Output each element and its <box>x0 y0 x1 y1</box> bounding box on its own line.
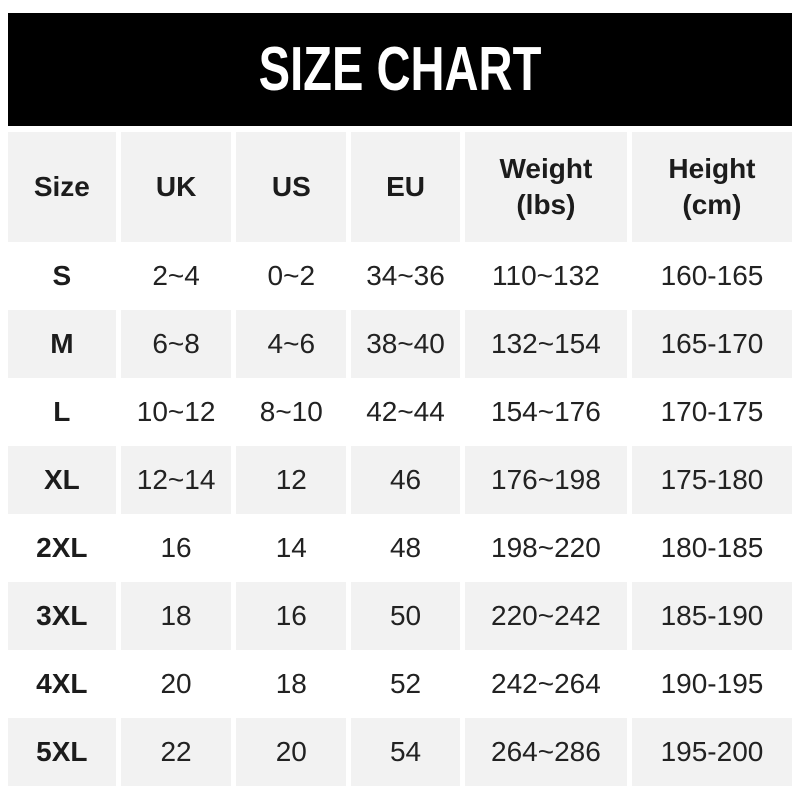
cell-eu: 38~40 <box>351 310 460 378</box>
cell-eu: 50 <box>351 582 460 650</box>
size-chart-banner: SIZE CHART <box>8 13 792 126</box>
cell-size: S <box>8 242 116 310</box>
table-row-3xl: 3XL 18 16 50 220~242 185-190 <box>8 582 792 650</box>
cell-size: 3XL <box>8 582 116 650</box>
cell-height: 185-190 <box>631 582 792 650</box>
cell-weight: 110~132 <box>464 242 627 310</box>
cell-eu: 42~44 <box>351 378 460 446</box>
cell-us: 18 <box>236 650 347 718</box>
cell-eu: 34~36 <box>351 242 460 310</box>
header-label: Height <box>668 153 756 184</box>
cell-height: 190-195 <box>631 650 792 718</box>
table-header-row: Size UK US EU Weight (lbs) Height (cm) <box>8 132 792 242</box>
header-label: UK <box>155 171 197 202</box>
cell-size: L <box>8 378 116 446</box>
cell-weight: 264~286 <box>464 718 627 786</box>
cell-uk: 20 <box>120 650 232 718</box>
header-sublabel: (lbs) <box>516 189 576 220</box>
header-label: Weight <box>499 153 593 184</box>
table-row-m: M 6~8 4~6 38~40 132~154 165-170 <box>8 310 792 378</box>
cell-size: 2XL <box>8 514 116 582</box>
cell-uk: 6~8 <box>120 310 232 378</box>
cell-height: 195-200 <box>631 718 792 786</box>
table-row-xl: XL 12~14 12 46 176~198 175-180 <box>8 446 792 514</box>
table-row-2xl: 2XL 16 14 48 198~220 180-185 <box>8 514 792 582</box>
cell-us: 4~6 <box>236 310 347 378</box>
header-label: EU <box>386 171 425 202</box>
table-row-4xl: 4XL 20 18 52 242~264 190-195 <box>8 650 792 718</box>
table-row-5xl: 5XL 22 20 54 264~286 195-200 <box>8 718 792 786</box>
header-cell-eu: EU <box>351 132 460 242</box>
size-table: Size UK US EU Weight (lbs) Height (cm) S 2… <box>8 132 792 786</box>
cell-height: 175-180 <box>631 446 792 514</box>
cell-weight: 132~154 <box>464 310 627 378</box>
cell-height: 165-170 <box>631 310 792 378</box>
cell-us: 12 <box>236 446 347 514</box>
cell-eu: 46 <box>351 446 460 514</box>
cell-size: 5XL <box>8 718 116 786</box>
table-row-s: S 2~4 0~2 34~36 110~132 160-165 <box>8 242 792 310</box>
table-row-l: L 10~12 8~10 42~44 154~176 170-175 <box>8 378 792 446</box>
header-label: US <box>271 171 311 202</box>
cell-us: 16 <box>236 582 347 650</box>
header-cell-size: Size <box>8 132 116 242</box>
cell-size: M <box>8 310 116 378</box>
cell-us: 20 <box>236 718 347 786</box>
cell-weight: 220~242 <box>464 582 627 650</box>
cell-weight: 242~264 <box>464 650 627 718</box>
cell-uk: 18 <box>120 582 232 650</box>
cell-height: 180-185 <box>631 514 792 582</box>
cell-height: 160-165 <box>631 242 792 310</box>
cell-weight: 154~176 <box>464 378 627 446</box>
cell-us: 14 <box>236 514 347 582</box>
header-sublabel: (cm) <box>682 189 742 220</box>
cell-eu: 48 <box>351 514 460 582</box>
header-label: Size <box>33 171 90 202</box>
cell-eu: 54 <box>351 718 460 786</box>
cell-size: XL <box>8 446 116 514</box>
banner-title: SIZE CHART <box>258 35 542 104</box>
cell-uk: 12~14 <box>120 446 232 514</box>
cell-weight: 198~220 <box>464 514 627 582</box>
header-cell-height: Height (cm) <box>631 132 792 242</box>
header-cell-weight: Weight (lbs) <box>464 132 627 242</box>
cell-us: 8~10 <box>236 378 347 446</box>
cell-weight: 176~198 <box>464 446 627 514</box>
cell-height: 170-175 <box>631 378 792 446</box>
header-cell-uk: UK <box>120 132 232 242</box>
header-cell-us: US <box>236 132 347 242</box>
cell-uk: 16 <box>120 514 232 582</box>
cell-uk: 10~12 <box>120 378 232 446</box>
cell-eu: 52 <box>351 650 460 718</box>
cell-size: 4XL <box>8 650 116 718</box>
cell-uk: 2~4 <box>120 242 232 310</box>
cell-uk: 22 <box>120 718 232 786</box>
cell-us: 0~2 <box>236 242 347 310</box>
